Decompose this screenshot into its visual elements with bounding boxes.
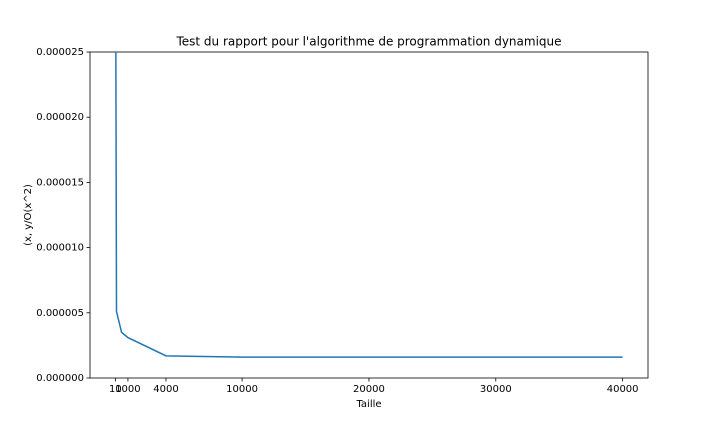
y-tick-label: 0.000020 (36, 112, 84, 123)
y-tick-label: 0.000025 (36, 47, 84, 58)
y-tick-label: 0.000000 (36, 373, 84, 384)
x-tick-label: 20000 (353, 384, 385, 395)
x-axis-label: Taille (355, 399, 381, 410)
y-tick-label: 0.000015 (36, 177, 84, 188)
x-tick-label: 40000 (607, 384, 639, 395)
y-axis-label: (x, y/O(x^2) (23, 184, 34, 246)
y-tick-label: 0.000010 (36, 243, 84, 254)
y-tick-label: 0.000005 (36, 308, 84, 319)
axes-frame (89, 51, 649, 379)
x-tick-label: 10 (109, 384, 122, 395)
x-tick-label: 4000 (153, 384, 178, 395)
x-tick-label: 1000 (115, 384, 140, 395)
x-tick-label: 10000 (226, 384, 258, 395)
x-tick-label: 30000 (480, 384, 512, 395)
chart-title: Test du rapport pour l'algorithme de pro… (175, 35, 561, 49)
data-line (115, 52, 623, 358)
